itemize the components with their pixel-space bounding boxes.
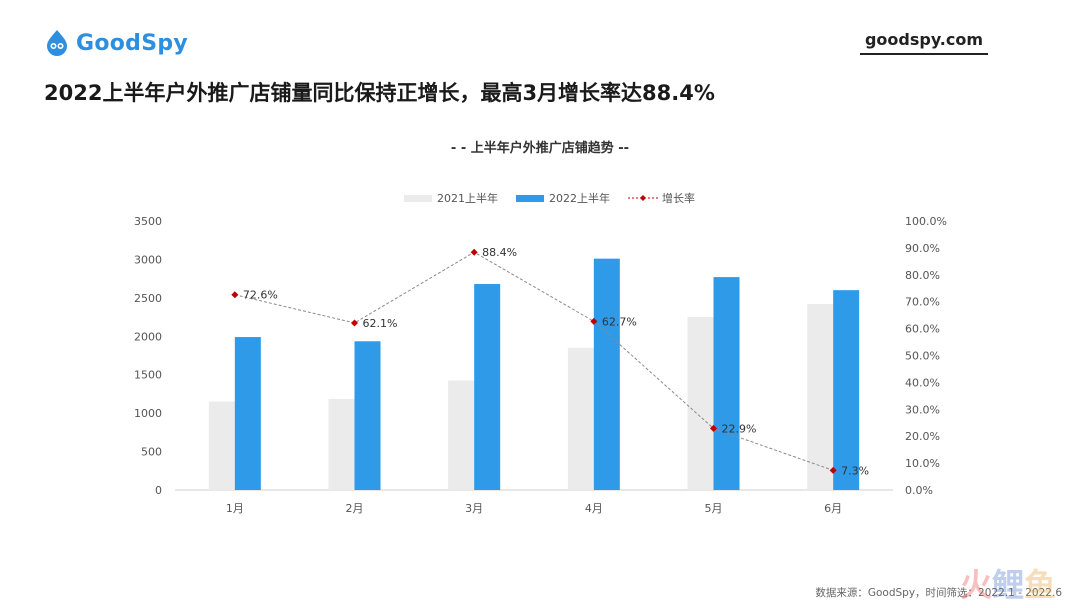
bar-2021 xyxy=(807,304,834,490)
bar-2022 xyxy=(354,341,381,490)
y-right-tick-label: 20.0% xyxy=(905,430,940,443)
y-left-tick-label: 2500 xyxy=(134,292,162,305)
y-left-tick-label: 3000 xyxy=(134,253,162,266)
growth-rate-point xyxy=(829,466,837,474)
chart-legend: 2021上半年 2022上半年 增长率 xyxy=(404,190,713,206)
bar-2021 xyxy=(328,398,355,490)
y-right-tick-label: 40.0% xyxy=(905,376,940,389)
y-left-tick-label: 1500 xyxy=(134,369,162,382)
y-left-tick-label: 2000 xyxy=(134,330,162,343)
y-right-tick-label: 70.0% xyxy=(905,296,940,309)
growth-rate-line xyxy=(234,251,834,471)
growth-rate-point xyxy=(231,291,239,299)
chart-title: - - 上半年户外推广店铺趋势 -- xyxy=(450,141,630,156)
bar-2022 xyxy=(833,290,860,490)
growth-rate-data-label: 62.7% xyxy=(602,315,637,328)
y-left-tick-label: 500 xyxy=(141,446,162,459)
legend-label-growth: 增长率 xyxy=(662,192,695,205)
y-right-tick-label: 10.0% xyxy=(905,457,940,470)
legend-item-growth: 增长率 xyxy=(628,190,695,206)
legend-line-growth-icon xyxy=(628,195,658,201)
brand-logo: GoodSpy xyxy=(42,28,188,58)
y-right-tick-label: 100.0% xyxy=(905,215,947,228)
x-tick-label: 6月 xyxy=(824,502,842,515)
growth-rate-point xyxy=(470,248,478,256)
y-left-tick-label: 0 xyxy=(155,484,162,497)
watermark-char-2: 鲤 xyxy=(991,566,1024,604)
legend-swatch-2022 xyxy=(516,194,544,202)
y-right-tick-label: 50.0% xyxy=(905,350,940,363)
bar-2022 xyxy=(474,284,501,490)
watermark: 火鲤鱼 xyxy=(960,560,1056,606)
watermark-char-3: 鱼 xyxy=(1023,566,1056,604)
x-tick-label: 3月 xyxy=(465,502,483,515)
growth-rate-data-label: 62.1% xyxy=(363,317,398,330)
x-tick-label: 1月 xyxy=(226,502,244,515)
page-headline: 2022上半年户外推广店铺量同比保持正增长，最高3月增长率达88.4% xyxy=(44,81,715,105)
bar-2021 xyxy=(208,401,235,490)
logo-text: GoodSpy xyxy=(76,30,189,56)
growth-rate-data-label: 22.9% xyxy=(722,422,757,435)
legend-label-2022: 2022上半年 xyxy=(549,192,610,205)
growth-rate-data-label: 88.4% xyxy=(482,246,517,259)
watermark-char-1: 火 xyxy=(959,566,992,604)
bar-2021 xyxy=(448,380,475,490)
y-right-tick-label: 80.0% xyxy=(905,269,940,282)
growth-rate-data-label: 72.6% xyxy=(243,289,278,302)
data-source-note: 数据来源：GoodSpy，时间筛选：2022.1 - 2022.6 xyxy=(815,587,1062,599)
y-left-tick-label: 3500 xyxy=(134,215,162,228)
x-tick-label: 5月 xyxy=(705,502,723,515)
goodspy-logo-icon xyxy=(47,30,67,56)
bar-2022 xyxy=(593,258,620,490)
legend-item-2021: 2021上半年 xyxy=(404,190,498,206)
y-right-tick-label: 30.0% xyxy=(905,403,940,416)
y-right-tick-label: 60.0% xyxy=(905,323,940,336)
legend-swatch-2021 xyxy=(404,194,432,202)
bar-2021 xyxy=(687,317,714,490)
bar-2021 xyxy=(567,347,594,490)
growth-rate-point xyxy=(351,319,358,327)
site-url: goodspy.com xyxy=(860,30,988,55)
legend-label-2021: 2021上半年 xyxy=(437,192,498,205)
bar-2022 xyxy=(713,277,740,490)
growth-rate-data-label: 7.3% xyxy=(841,464,869,477)
y-right-tick-label: 0.0% xyxy=(905,484,933,497)
y-left-tick-label: 1000 xyxy=(134,407,162,420)
bar-2022 xyxy=(234,337,261,490)
growth-rate-point xyxy=(590,317,598,325)
x-tick-label: 2月 xyxy=(346,502,364,515)
legend-item-2022: 2022上半年 xyxy=(516,190,610,206)
x-tick-label: 4月 xyxy=(585,502,603,515)
y-right-tick-label: 90.0% xyxy=(905,242,940,255)
growth-rate-point xyxy=(710,424,717,432)
